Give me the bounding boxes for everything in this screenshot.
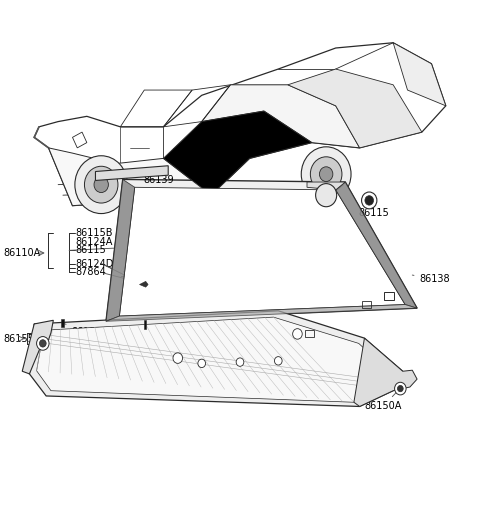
Polygon shape: [163, 111, 312, 195]
Circle shape: [395, 382, 406, 395]
Polygon shape: [22, 320, 53, 374]
Circle shape: [39, 340, 46, 347]
Bar: [362, 301, 371, 308]
Polygon shape: [29, 311, 403, 406]
Polygon shape: [336, 182, 417, 308]
Circle shape: [36, 337, 49, 350]
Circle shape: [236, 358, 244, 366]
Text: 86155: 86155: [3, 334, 34, 344]
Polygon shape: [36, 317, 393, 402]
Polygon shape: [288, 69, 422, 148]
Text: 86124A: 86124A: [275, 340, 312, 374]
Polygon shape: [34, 43, 446, 206]
Circle shape: [316, 183, 336, 207]
Bar: [61, 319, 64, 327]
Bar: [305, 330, 314, 337]
Polygon shape: [106, 179, 135, 321]
Polygon shape: [96, 165, 168, 180]
Polygon shape: [48, 148, 211, 206]
Bar: [384, 292, 394, 300]
Circle shape: [84, 166, 118, 203]
Circle shape: [75, 156, 128, 213]
Text: 87864: 87864: [75, 267, 106, 277]
Polygon shape: [307, 182, 345, 190]
Circle shape: [275, 357, 282, 365]
Polygon shape: [354, 338, 417, 406]
Text: 86110A: 86110A: [3, 248, 40, 258]
Text: 86124D: 86124D: [75, 259, 113, 268]
Text: 1416BA: 1416BA: [148, 330, 192, 356]
Circle shape: [94, 177, 108, 192]
Polygon shape: [202, 85, 360, 148]
Text: 86115B: 86115B: [75, 228, 112, 238]
Text: 86138: 86138: [412, 274, 450, 284]
Circle shape: [311, 157, 342, 191]
Polygon shape: [393, 43, 446, 106]
Polygon shape: [120, 187, 405, 316]
Text: 86115: 86115: [359, 201, 389, 218]
Text: 86115: 86115: [75, 246, 106, 256]
Polygon shape: [106, 305, 417, 321]
Bar: [144, 320, 146, 329]
Circle shape: [293, 329, 302, 339]
Circle shape: [320, 167, 333, 181]
Text: 86131: 86131: [300, 186, 343, 211]
Polygon shape: [106, 179, 417, 321]
Circle shape: [365, 196, 373, 205]
Text: 86115B: 86115B: [275, 337, 312, 366]
Circle shape: [198, 359, 205, 367]
Text: 86157A: 86157A: [64, 324, 109, 337]
Circle shape: [397, 385, 403, 392]
Circle shape: [301, 147, 351, 201]
Text: 86156: 86156: [47, 336, 102, 346]
Circle shape: [361, 192, 377, 209]
Text: 86150A: 86150A: [364, 390, 402, 412]
Text: 86139: 86139: [142, 170, 174, 185]
Polygon shape: [140, 281, 148, 287]
Circle shape: [173, 353, 182, 363]
Text: 86124A: 86124A: [75, 237, 112, 247]
